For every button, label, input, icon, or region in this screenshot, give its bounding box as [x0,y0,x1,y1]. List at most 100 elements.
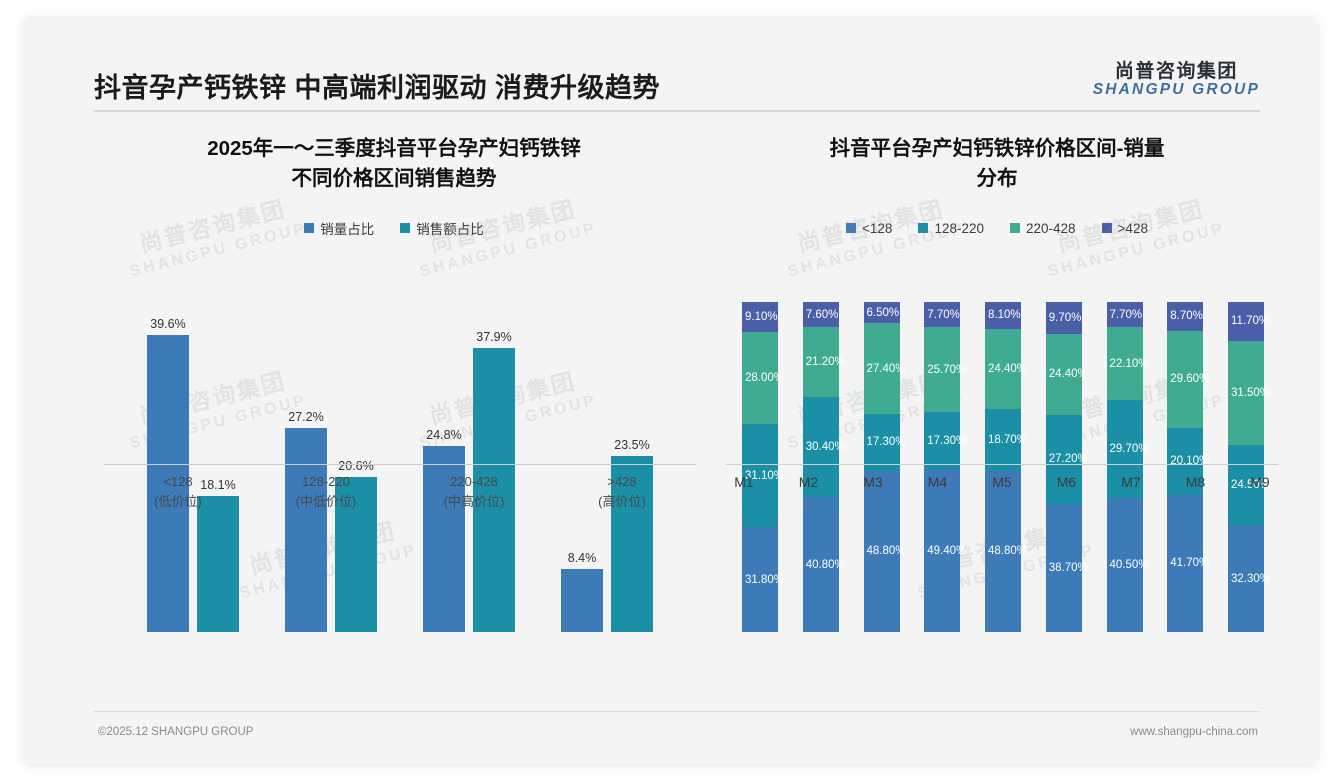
stack-segment[interactable]: 27.20% [1045,414,1088,505]
stacked-bar-column[interactable]: 11.70% 31.50% 24.50% 32.30% [1228,302,1270,632]
category-sublabel: (中高价位) [443,494,505,510]
bar-column[interactable]: 37.9% [473,302,515,632]
category-range: 220-428 [450,474,498,489]
bar-column[interactable]: 20.6% [335,302,377,632]
stack-segment-label: 21.20% [805,356,845,369]
stack-segment-label: 30.40% [805,441,845,454]
category-sublabel: (中低价位) [295,494,357,510]
stack-segment[interactable]: 7.60% [802,302,839,328]
stack-segment-label: 17.30% [927,434,967,447]
legend-item-<128[interactable]: <128 [846,221,892,236]
legend-label: 220-428 [1026,220,1076,236]
stacked-bar-column[interactable]: 8.10% 24.40% 18.70% 48.80% [985,302,1027,632]
stack-segment[interactable]: 24.50% [1228,444,1270,526]
stack-segment[interactable]: 8.70% [1167,302,1204,331]
stacked-bar-column[interactable]: 9.10% 28.00% 31.10% 31.80% [742,302,784,632]
stack-segment-label: 38.70% [1048,562,1088,575]
bar[interactable] [335,477,377,632]
bar-column[interactable]: 24.8% [423,302,465,632]
legend-label: >428 [1117,220,1148,236]
stack-segment[interactable]: 30.40% [802,397,845,498]
stack-segment[interactable]: 40.50% [1106,498,1149,632]
legend-item-sales-amount[interactable]: 销售额占比 [400,218,484,238]
chart-panel-left: 2025年一～三季度抖音平台孕产妇钙铁锌 不同价格区间销售趋势 销量占比 销售额… [84,134,704,694]
bar-column[interactable]: 27.2% [285,302,327,632]
stack-segment[interactable]: 31.50% [1228,340,1270,445]
footer-divider [94,711,1260,712]
stack-segment[interactable]: 38.70% [1045,504,1088,632]
logo-english-text: SHANGPU GROUP [1092,80,1260,98]
stacked-bar-column[interactable]: 6.50% 27.40% 17.30% 48.80% [863,302,906,632]
stack-segment[interactable]: 29.60% [1167,330,1209,429]
stack-segment[interactable]: 27.40% [863,323,906,414]
stack-segment[interactable]: 9.70% [1045,302,1082,334]
stacked-bar-column[interactable]: 9.70% 24.40% 27.20% 38.70% [1045,302,1088,632]
category-label: M7 [1121,474,1141,490]
stack-segment[interactable]: 24.40% [985,328,1027,410]
stack-segment[interactable]: 48.80% [985,470,1027,632]
stack-segment-label: 25.70% [927,363,967,376]
stack-segment[interactable]: 8.10% [985,302,1021,329]
bar[interactable] [473,348,515,632]
bar-column[interactable]: 8.4% [561,302,603,632]
bar[interactable] [285,428,327,632]
right-chart-category-labels: M1 M2 M3 M4 M5 M6 M7 M8 M9 [726,474,1278,490]
stack-segment[interactable]: 25.70% [924,327,966,413]
bar[interactable] [561,569,603,632]
bar[interactable] [147,335,189,632]
header-divider [94,110,1260,112]
stack-segment[interactable]: 17.30% [863,413,906,471]
legend-swatch-icon [918,223,929,234]
legend-item-sales-volume[interactable]: 销量占比 [304,218,374,238]
category-range: >428 [607,474,637,489]
stack-segment[interactable]: 22.10% [1106,327,1149,401]
bar[interactable] [197,496,239,632]
legend-item-128-220[interactable]: 128-220 [918,221,984,236]
bar-column[interactable]: 39.6% [147,302,189,632]
stacked-bar-column[interactable]: 7.70% 25.70% 17.30% 49.40% [924,302,966,633]
category-label: <128 (低价位) [123,472,233,512]
stack-segment[interactable]: 31.80% [742,527,784,632]
stacked-bar-column[interactable]: 7.70% 22.10% 29.70% 40.50% [1106,302,1149,632]
stack-segment[interactable]: 21.20% [802,327,845,398]
stack-segment[interactable]: 18.70% [985,409,1027,471]
stack-segment-label: 9.10% [745,311,778,323]
stacked-bar-column[interactable]: 8.70% 29.60% 20.10% 41.70% [1167,302,1209,632]
legend-swatch-icon [1010,223,1020,234]
stack-segment[interactable]: 41.70% [1167,494,1209,632]
stack-segment-label: 29.70% [1109,443,1149,456]
bar-column[interactable]: 18.1% [197,302,239,632]
left-chart-x-axis [104,464,696,465]
chart-panel-right: 抖音平台孕产妇钙铁锌价格区间-销量 分布 <128 128-220 220-428 >… [712,134,1282,694]
stack-segment[interactable]: 48.80% [863,470,906,632]
stack-segment[interactable]: 40.80% [802,497,845,632]
stack-segment[interactable]: 17.30% [924,412,966,470]
stack-segment[interactable]: 24.40% [1045,334,1088,415]
bar[interactable] [611,456,653,632]
stack-segment-label: 27.20% [1048,453,1088,466]
stack-segment[interactable]: 29.70% [1106,400,1149,499]
right-chart-legend: <128 128-220 220-428 >428 [712,219,1282,237]
bar-value-label: 8.4% [567,551,597,565]
stack-segment-label: 49.40% [927,544,967,557]
stack-segment-label: 24.40% [988,362,1028,375]
stack-segment[interactable]: 11.70% [1228,302,1269,341]
legend-item->428[interactable]: >428 [1101,220,1148,236]
stack-segment-label: 40.50% [1109,559,1149,572]
category-label: 128-220 (中低价位) [271,472,381,512]
stack-segment[interactable]: 7.70% [924,302,961,328]
bar[interactable] [423,446,465,632]
stacked-bar-column[interactable]: 7.60% 21.20% 30.40% 40.80% [802,302,845,632]
legend-item-220-428[interactable]: 220-428 [1010,221,1076,236]
right-chart-title: 抖音平台孕产妇钙铁锌价格区间-销量 分布 [712,134,1282,193]
stack-segment[interactable]: 49.40% [924,469,966,633]
stack-segment[interactable]: 32.30% [1228,525,1270,632]
stack-segment[interactable]: 6.50% [863,302,900,324]
stack-segment[interactable]: 7.70% [1106,302,1143,328]
right-chart-title-line2: 分布 [976,166,1018,190]
category-sublabel: (低价位) [154,494,202,510]
bar-column[interactable]: 23.5% [611,302,653,632]
stack-segment[interactable]: 9.10% [742,302,778,333]
stack-segment[interactable]: 31.10% [742,424,784,528]
stack-segment[interactable]: 28.00% [742,332,784,425]
